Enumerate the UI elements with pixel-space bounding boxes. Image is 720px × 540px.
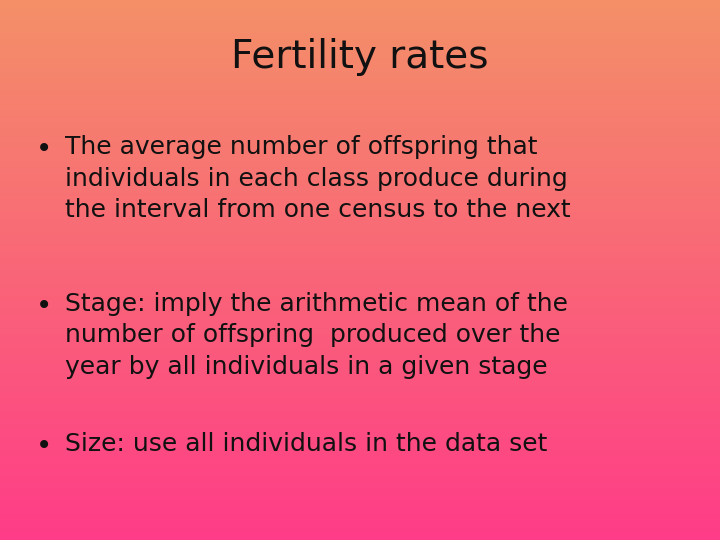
Text: Stage: imply the arithmetic mean of the
number of offspring  produced over the
y: Stage: imply the arithmetic mean of the … (65, 292, 568, 379)
Text: Fertility rates: Fertility rates (231, 38, 489, 76)
Text: •: • (36, 432, 53, 460)
Text: •: • (36, 292, 53, 320)
Text: The average number of offspring that
individuals in each class produce during
th: The average number of offspring that ind… (65, 135, 570, 222)
Text: •: • (36, 135, 53, 163)
Text: Size: use all individuals in the data set: Size: use all individuals in the data se… (65, 432, 547, 456)
